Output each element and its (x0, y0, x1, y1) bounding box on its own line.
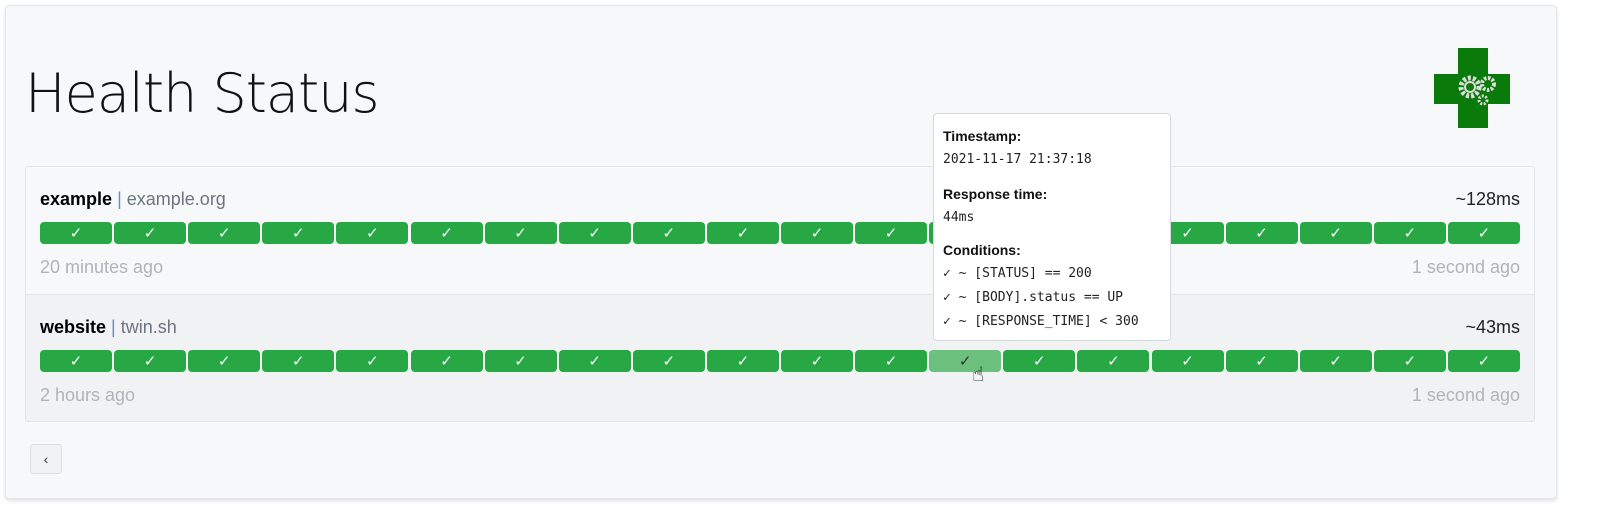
hand-cursor-icon: ☝ (972, 364, 985, 386)
result-bar-success[interactable]: ✓ (484, 222, 557, 244)
result-bars: ✓✓✓✓✓✓✓✓✓✓✓✓✓✓✓✓✓✓✓✓ (40, 222, 1520, 244)
timestamp-value: 2021-11-17 21:37:18 (943, 152, 1092, 167)
newest-result-time: 1 second ago (1411, 385, 1520, 405)
service-website: website | twin.sh ~43ms ✓ ✓ ✓ ✓ ✓ ✓ ✓ ✓ ✓ ✓ ✓ ✓ ✓ ✓ ✓ ✓… (26, 294, 1534, 421)
result-bar-success[interactable]: ✓ (632, 222, 705, 244)
condition: ✓ ~ [BODY].status == UP (943, 290, 1124, 305)
result-bar-success[interactable]: ✓ (632, 350, 705, 372)
result-bar-success[interactable]: ✓ (114, 350, 187, 372)
result-bar-success[interactable]: ✓ (781, 350, 853, 372)
result-tooltip: Timestamp: 2021-11-17 21:37:18 Response … (933, 113, 1171, 341)
result-bar-success[interactable]: ✓ (188, 350, 261, 372)
result-bar-success[interactable]: ✓ (262, 222, 335, 244)
result-bar-success[interactable]: ✓ (706, 222, 779, 244)
result-bar-success[interactable]: ✓ (1077, 350, 1150, 372)
service-example: example | example.org ~128ms ✓ ✓ ✓ ✓ ✓ ✓ ✓ ✓ ✓ ✓ ✓… (26, 167, 1534, 293)
response-time-value: 44ms (943, 210, 975, 225)
result-bar-success[interactable]: ✓ (114, 222, 187, 244)
result-bar-success[interactable]: ✓ (781, 222, 853, 244)
result-bar-success[interactable]: ✓ (336, 350, 409, 372)
oldest-result-time: 2 hours ago (40, 385, 136, 405)
result-bar-success[interactable]: ✓ (1299, 350, 1372, 372)
services-list: example | example.org ~128ms ✓ ✓ ✓ ✓ ✓ ✓ ✓ ✓ ✓ ✓ ✓… (25, 166, 1535, 422)
result-bar-success[interactable]: ✓ (410, 222, 483, 244)
health-gear-logo (1434, 48, 1510, 128)
service-name[interactable]: website | twin.sh (40, 317, 177, 337)
response-time-label: Response time: (943, 186, 1048, 202)
condition: ✓ ~ [RESPONSE_TIME] < 300 (943, 314, 1139, 329)
result-bar-success[interactable]: ✓ (558, 222, 631, 244)
result-bar-success[interactable]: ✓ (558, 350, 631, 372)
result-bar-success[interactable]: ✓ (40, 222, 112, 244)
result-bar-success[interactable]: ✓ (1299, 222, 1372, 244)
result-bar-success[interactable]: ✓ (188, 222, 261, 244)
result-bar-success[interactable]: ✓ (484, 350, 557, 372)
result-bar-success[interactable]: ✓ (1151, 350, 1224, 372)
conditions-label: Conditions: (943, 242, 1021, 258)
result-bar-success[interactable]: ✓ (262, 350, 335, 372)
oldest-result-time: 20 minutes ago (40, 257, 164, 277)
result-bar-success[interactable]: ✓ (1225, 222, 1298, 244)
result-bars: ✓✓✓✓✓✓✓✓✓✓✓✓✓✓✓✓✓✓✓✓ (40, 350, 1520, 372)
condition: ✓ ~ [STATUS] == 200 (943, 266, 1092, 281)
result-bar-success[interactable]: ✓ (410, 350, 483, 372)
newest-result-time: 1 second ago (1411, 257, 1520, 277)
previous-page-button[interactable]: ‹ (30, 444, 62, 474)
result-bar-success[interactable]: ✓ (1447, 222, 1520, 244)
average-response-time: ~128ms (1455, 189, 1520, 209)
timestamp-label: Timestamp: (943, 128, 1022, 144)
result-bar-success[interactable]: ✓ (855, 222, 928, 244)
result-bar-success[interactable]: ✓ (855, 350, 928, 372)
average-response-time: ~43ms (1465, 317, 1520, 337)
result-bar-success[interactable]: ✓ (1447, 350, 1520, 372)
result-bar-success[interactable]: ✓ (1225, 350, 1298, 372)
result-bar-success[interactable]: ✓ (1373, 222, 1446, 244)
result-bar-success[interactable]: ✓ (929, 350, 1002, 372)
result-bar-success[interactable]: ✓ (336, 222, 409, 244)
result-bar-success[interactable]: ✓ (1003, 350, 1076, 372)
result-bar-success[interactable]: ✓ (706, 350, 779, 372)
result-bar-success[interactable]: ✓ (40, 350, 112, 372)
service-name[interactable]: example | example.org (40, 189, 226, 209)
result-bar-success[interactable]: ✓ (1373, 350, 1446, 372)
page-title: Health Status (25, 62, 380, 125)
